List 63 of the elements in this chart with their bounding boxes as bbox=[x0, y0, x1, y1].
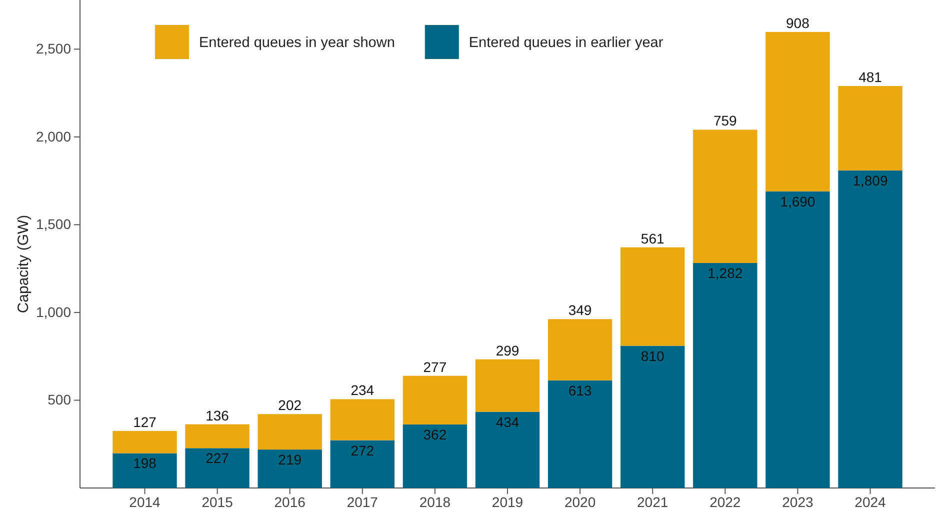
bar bbox=[766, 32, 830, 192]
data-label: 234 bbox=[350, 382, 374, 398]
data-label: 362 bbox=[423, 426, 447, 442]
legend-label: Entered queues in year shown bbox=[199, 35, 395, 51]
y-tick-label: 500 bbox=[48, 392, 72, 408]
bar bbox=[838, 170, 902, 488]
y-tick-label: 1,000 bbox=[36, 304, 72, 320]
bar bbox=[112, 453, 177, 488]
x-tick-label: 2017 bbox=[346, 494, 378, 510]
x-tick-label: 2021 bbox=[637, 494, 668, 510]
bar bbox=[258, 414, 322, 450]
bar bbox=[258, 450, 322, 488]
data-label: 198 bbox=[133, 455, 157, 472]
data-label: 1,809 bbox=[852, 172, 888, 188]
y-tick-label: 1,500 bbox=[36, 216, 72, 232]
x-tick-label: 2015 bbox=[202, 494, 234, 510]
x-tick-label: 2016 bbox=[274, 494, 306, 510]
bar bbox=[766, 191, 830, 488]
bar bbox=[548, 319, 612, 380]
bar bbox=[693, 262, 758, 488]
data-label: 1,690 bbox=[780, 193, 816, 210]
data-label: 219 bbox=[278, 452, 302, 468]
bar bbox=[548, 380, 612, 488]
y-tick-label: 2,500 bbox=[36, 40, 72, 57]
x-tick-label: 2018 bbox=[419, 494, 451, 510]
bar bbox=[402, 376, 468, 424]
x-tick-label: 2023 bbox=[782, 494, 814, 510]
bar bbox=[838, 86, 902, 170]
data-label: 299 bbox=[496, 342, 520, 358]
data-label: 227 bbox=[206, 450, 230, 466]
bar bbox=[620, 346, 685, 488]
y-tick-label: 2,000 bbox=[36, 128, 72, 144]
data-label: 908 bbox=[786, 14, 810, 31]
bar bbox=[475, 412, 540, 488]
bar bbox=[693, 130, 758, 263]
x-tick-label: 2019 bbox=[492, 494, 524, 510]
bar bbox=[330, 440, 395, 488]
bar bbox=[402, 424, 468, 488]
data-label: 349 bbox=[568, 302, 592, 318]
x-tick-label: 2020 bbox=[564, 494, 596, 510]
bar bbox=[185, 448, 250, 488]
bar bbox=[620, 247, 685, 346]
legend-label: Entered queues in earlier year bbox=[468, 35, 664, 51]
bar bbox=[185, 424, 250, 448]
data-label: 434 bbox=[496, 414, 520, 430]
data-label: 272 bbox=[350, 442, 374, 458]
bar bbox=[112, 430, 177, 454]
data-label: 127 bbox=[133, 414, 157, 430]
x-tick-label: 2024 bbox=[854, 494, 886, 510]
data-label: 759 bbox=[713, 112, 738, 129]
data-label: 613 bbox=[568, 382, 592, 398]
bar bbox=[330, 399, 395, 440]
data-label: 277 bbox=[423, 358, 447, 375]
data-label: 202 bbox=[278, 397, 302, 414]
bar bbox=[475, 359, 540, 412]
data-label: 481 bbox=[858, 69, 882, 86]
x-tick-label: 2014 bbox=[129, 494, 161, 510]
x-tick-label: 2022 bbox=[710, 494, 741, 510]
data-label: 561 bbox=[640, 230, 664, 246]
data-label: 810 bbox=[640, 348, 664, 364]
y-axis-title: Capacity (GW) bbox=[15, 214, 32, 314]
data-label: 136 bbox=[206, 407, 230, 424]
data-label: 1,282 bbox=[708, 264, 743, 281]
